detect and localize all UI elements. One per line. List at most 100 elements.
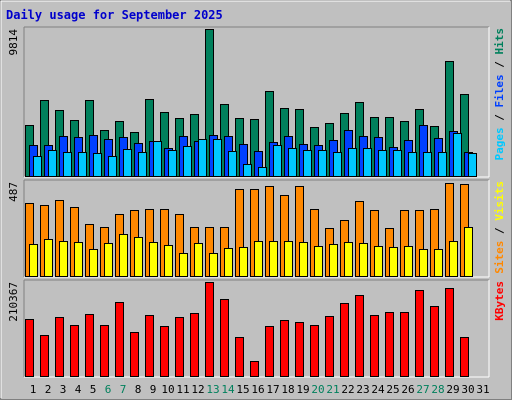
bar-pages-day-20 — [318, 150, 327, 177]
bar-pages-day-27 — [423, 152, 432, 177]
bar-kbytes-day-22 — [340, 303, 349, 377]
x-tick-label-day-18: 18 — [281, 383, 294, 396]
x-tick-label-day-2: 2 — [45, 383, 52, 396]
x-tick-label-day-5: 5 — [90, 383, 97, 396]
bar-kbytes-day-16 — [250, 361, 259, 377]
bar-sites-day-3 — [59, 241, 68, 277]
x-tick-label-day-15: 15 — [236, 383, 249, 396]
legend-text: KBytes — [493, 281, 506, 321]
bar-pages-day-6 — [108, 156, 117, 177]
bar-pages-day-5 — [93, 153, 102, 177]
panel-2-legend: Sites / Visits — [493, 181, 506, 274]
bar-kbytes-day-12 — [190, 313, 199, 377]
bar-sites-day-28 — [434, 249, 443, 277]
bar-sites-day-16 — [254, 241, 263, 277]
bar-pages-day-8 — [138, 152, 147, 177]
bar-kbytes-day-18 — [280, 320, 289, 377]
bar-sites-day-29 — [449, 241, 458, 277]
legend-text: Hits — [493, 28, 506, 55]
bar-kbytes-day-21 — [325, 316, 334, 377]
bar-kbytes-day-29 — [445, 288, 454, 377]
bar-sites-day-10 — [164, 245, 173, 277]
bar-pages-day-10 — [168, 150, 177, 177]
bar-kbytes-day-7 — [115, 302, 124, 377]
x-tick-label-day-8: 8 — [135, 383, 142, 396]
x-tick-label-day-17: 17 — [266, 383, 279, 396]
bar-pages-day-7 — [123, 149, 132, 177]
bar-sites-day-1 — [29, 244, 38, 277]
bar-sites-day-14 — [224, 248, 233, 277]
bar-sites-day-6 — [104, 243, 113, 277]
x-tick-label-day-6: 6 — [105, 383, 112, 396]
x-tick-label-day-4: 4 — [75, 383, 82, 396]
panel-3-legend: KBytes — [493, 281, 506, 321]
bar-pages-day-18 — [288, 148, 297, 177]
bar-sites-day-8 — [134, 237, 143, 277]
bar-kbytes-day-15 — [235, 337, 244, 377]
bar-sites-day-17 — [269, 241, 278, 277]
x-tick-label-day-22: 22 — [341, 383, 354, 396]
x-tick-label-day-12: 12 — [191, 383, 204, 396]
bar-kbytes-day-9 — [145, 315, 154, 377]
x-tick-label-day-23: 23 — [356, 383, 369, 396]
legend-text: / — [493, 221, 506, 241]
chart-title: Daily usage for September 2025 — [6, 8, 223, 22]
x-tick-label-day-11: 11 — [176, 383, 189, 396]
bar-kbytes-day-20 — [310, 325, 319, 377]
bar-pages-day-28 — [438, 152, 447, 177]
bar-kbytes-day-14 — [220, 299, 229, 377]
bar-kbytes-day-1 — [25, 319, 34, 377]
x-tick-label-day-29: 29 — [446, 383, 459, 396]
bar-kbytes-day-19 — [295, 322, 304, 377]
bar-sites-day-11 — [179, 253, 188, 277]
bar-kbytes-day-10 — [160, 326, 169, 377]
x-tick-label-day-25: 25 — [386, 383, 399, 396]
x-tick-label-day-19: 19 — [296, 383, 309, 396]
bar-sites-day-21 — [329, 244, 338, 277]
x-tick-label-day-30: 30 — [461, 383, 474, 396]
bar-pages-day-25 — [393, 150, 402, 177]
bar-pages-day-30 — [468, 153, 477, 177]
bar-kbytes-day-30 — [460, 337, 469, 377]
bar-kbytes-day-25 — [385, 312, 394, 377]
panel-1-legend: Pages / Files / Hits — [493, 28, 506, 161]
legend-text: Visits — [493, 181, 506, 221]
bar-pages-day-9 — [153, 141, 162, 177]
bar-kbytes-day-3 — [55, 317, 64, 377]
x-tick-label-day-1: 1 — [30, 383, 37, 396]
bar-sites-day-9 — [149, 242, 158, 277]
bar-sites-day-30 — [464, 227, 473, 277]
bar-pages-day-26 — [408, 152, 417, 177]
bar-pages-day-16 — [258, 167, 267, 177]
bar-kbytes-day-23 — [355, 295, 364, 377]
x-tick-label-day-31: 31 — [476, 383, 489, 396]
x-tick-label-day-7: 7 — [120, 383, 127, 396]
x-tick-label-day-20: 20 — [311, 383, 324, 396]
bar-kbytes-day-13 — [205, 282, 214, 377]
bar-pages-day-13 — [213, 139, 222, 177]
bar-pages-day-23 — [363, 148, 372, 177]
bar-sites-day-18 — [284, 241, 293, 277]
bar-sites-day-24 — [374, 246, 383, 277]
legend-text: Files — [493, 74, 506, 107]
bar-sites-day-19 — [299, 242, 308, 277]
bar-sites-day-23 — [359, 243, 368, 277]
bar-sites-day-7 — [119, 234, 128, 277]
x-tick-label-day-13: 13 — [206, 383, 219, 396]
bar-sites-day-4 — [74, 242, 83, 277]
bar-pages-day-21 — [333, 152, 342, 177]
x-tick-label-day-28: 28 — [431, 383, 444, 396]
x-tick-label-day-26: 26 — [401, 383, 414, 396]
bar-pages-day-14 — [228, 151, 237, 177]
x-tick-label-day-16: 16 — [251, 383, 264, 396]
bar-pages-day-4 — [78, 152, 87, 177]
bar-sites-day-2 — [44, 239, 53, 277]
bar-pages-day-17 — [273, 145, 282, 177]
bar-kbytes-day-11 — [175, 317, 184, 377]
bar-pages-day-24 — [378, 150, 387, 177]
bar-sites-day-25 — [389, 247, 398, 277]
x-tick-label-day-24: 24 — [371, 383, 385, 396]
bar-pages-day-19 — [303, 150, 312, 177]
